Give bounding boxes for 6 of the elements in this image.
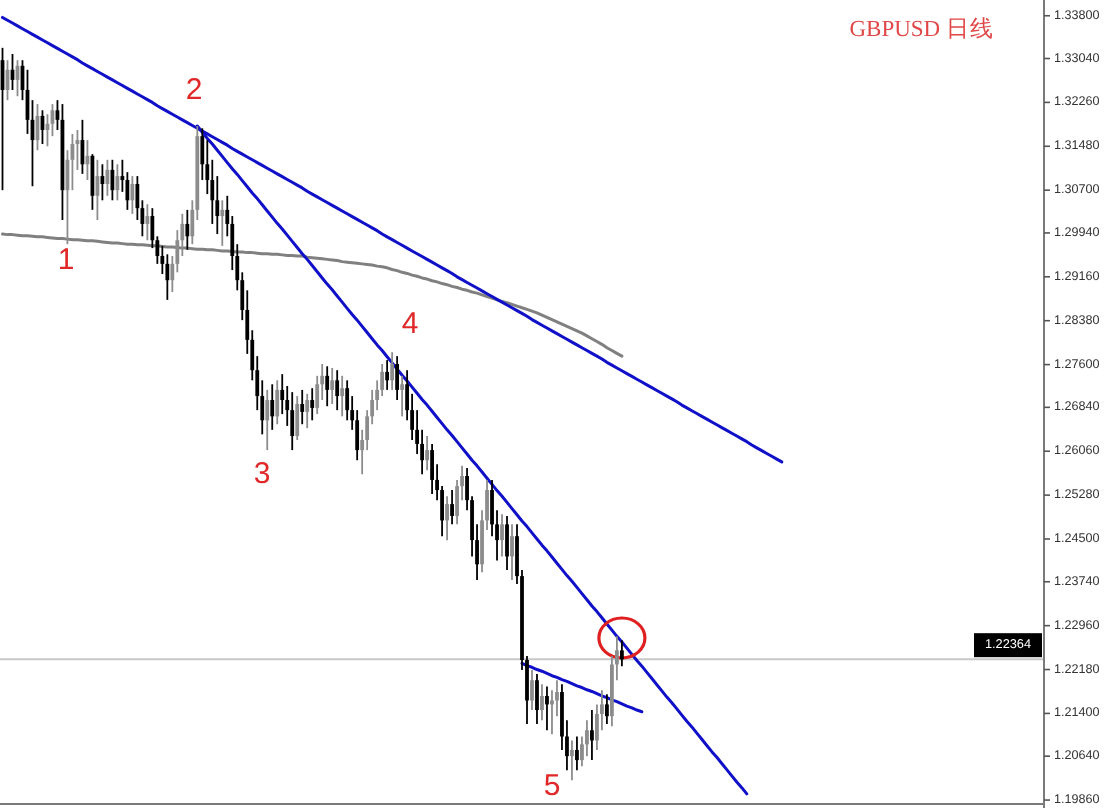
annotation: 1	[57, 243, 75, 277]
annotation: 2	[185, 73, 203, 107]
annotation: 5	[543, 769, 561, 803]
title: GBPUSD 日线	[849, 18, 994, 42]
annotation: 4	[401, 307, 419, 341]
annotation: 3	[253, 457, 271, 491]
